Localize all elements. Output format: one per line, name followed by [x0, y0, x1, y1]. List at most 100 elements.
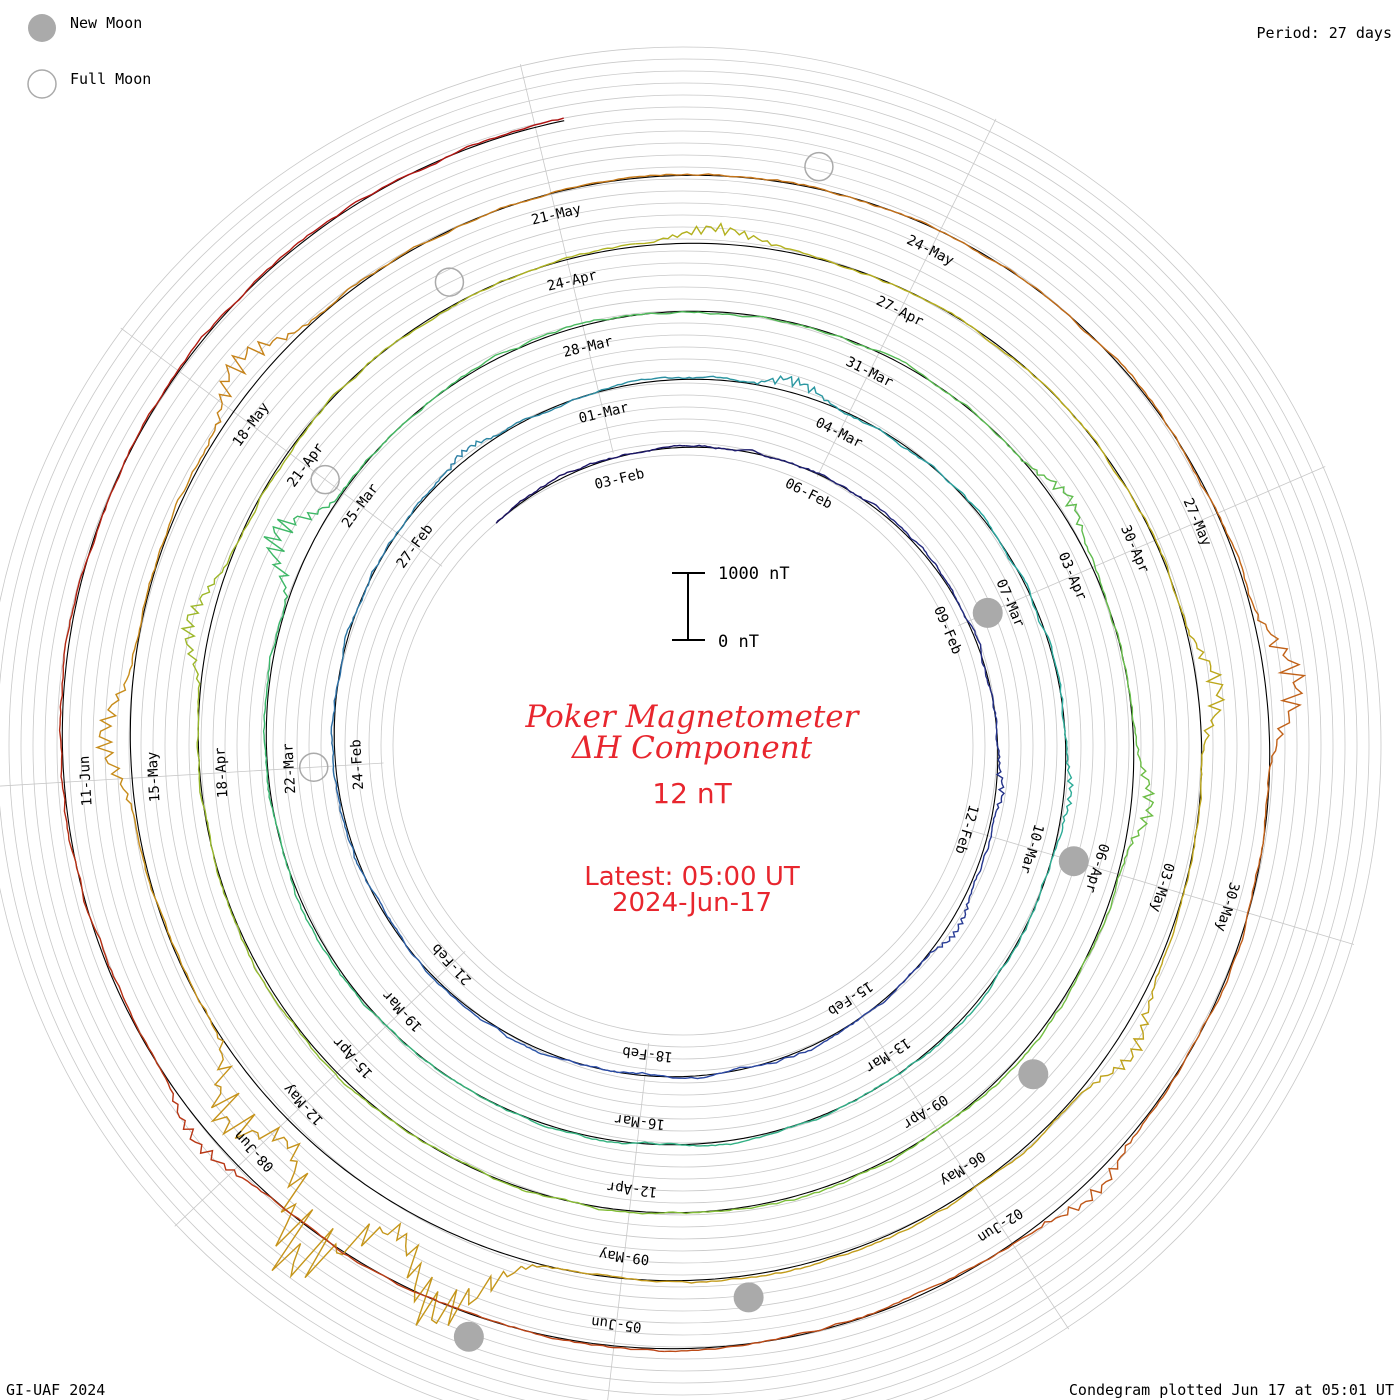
baseline-path — [61, 120, 1271, 1350]
trace-segment — [388, 444, 472, 544]
trace-segment — [1185, 455, 1280, 647]
latest-time: Latest: 05:00 UT — [584, 862, 800, 892]
grid-ring — [140, 202, 1226, 1288]
trace-segment — [376, 896, 450, 994]
trace-segment — [342, 543, 390, 660]
spiral-baseline — [61, 120, 1271, 1350]
trace-segment — [263, 475, 354, 609]
scale-bar-top-label: 1000 nT — [718, 564, 790, 584]
trace-segment — [901, 1051, 1029, 1155]
grid-ring — [128, 190, 1238, 1300]
date-tick-label: 06-Feb — [782, 476, 834, 513]
trace-segment — [1108, 753, 1156, 912]
trace-segment — [872, 1215, 1062, 1315]
date-tick-label: 09-Feb — [930, 604, 965, 657]
grid-ring — [20, 82, 1346, 1400]
trace-segment — [180, 547, 236, 716]
grid-ring — [272, 334, 1094, 1156]
moon-phase-markers — [298, 151, 1089, 1352]
trace-segment — [882, 918, 964, 1004]
trace-segment — [480, 173, 677, 218]
date-tick-label: 18-Apr — [212, 747, 231, 798]
date-tick-label: 24-May — [904, 232, 956, 269]
grid-ring — [68, 130, 1298, 1360]
latest-date: 2024-Jun-17 — [612, 888, 772, 918]
trace-segment — [1105, 597, 1140, 754]
trace-segment — [1155, 798, 1202, 978]
trace-segment — [716, 375, 843, 413]
date-tick-label: 12-Apr — [606, 1178, 658, 1200]
grid-ring — [188, 250, 1178, 1240]
grid-ring — [308, 370, 1058, 1120]
trace-segment — [950, 483, 1031, 592]
grid-ring — [344, 406, 1022, 1084]
trace-segment — [464, 319, 607, 376]
scale-bar: 1000 nT 0 nT — [672, 564, 790, 652]
grid-spoke — [174, 950, 466, 1227]
grid-ring — [356, 418, 1010, 1072]
trace-segment — [841, 411, 952, 485]
trace-segment — [352, 374, 466, 477]
trace-segment — [299, 1033, 428, 1145]
grid-ring — [284, 346, 1082, 1144]
trace-segment — [953, 595, 994, 699]
trace-segment — [158, 234, 309, 401]
trace-segment — [582, 444, 686, 468]
date-tick-label: 15-Apr — [330, 1034, 376, 1082]
trace-segment — [1103, 453, 1185, 617]
grid-spoke — [607, 1042, 650, 1400]
trace-segment — [770, 1074, 898, 1135]
grid-ring — [32, 94, 1334, 1396]
chart-subtitle: ΔH Component — [571, 730, 813, 766]
trace-segment — [666, 1058, 783, 1080]
trace-segment — [893, 1127, 1049, 1236]
date-tick-label: 24-Apr — [546, 267, 599, 294]
grid-spoke — [958, 466, 1326, 627]
grid-ring — [44, 106, 1322, 1384]
date-tick-label: 15-May — [145, 751, 164, 802]
new-moon-legend-label: New Moon — [70, 14, 142, 32]
grid-ring — [332, 394, 1034, 1096]
date-tick-label: 03-Apr — [1055, 550, 1090, 603]
trace-segment — [629, 1133, 771, 1147]
trace-segment — [606, 310, 759, 321]
trace-segment — [74, 399, 160, 604]
date-tick-label: 05-Jun — [590, 1313, 642, 1335]
grid-ring — [236, 298, 1130, 1192]
trace-segment — [1029, 590, 1064, 721]
trace-segment — [874, 205, 1054, 303]
date-tick-label: 28-Mar — [561, 334, 614, 361]
trace-segment — [234, 401, 329, 548]
full-moon-legend-icon — [27, 69, 57, 99]
grid-spoke — [0, 762, 384, 787]
trace-segment — [812, 255, 976, 330]
grid-spoke — [120, 327, 443, 567]
date-tick-label: 12-May — [281, 1080, 327, 1128]
new-moon-marker — [1058, 846, 1089, 877]
grid-ring — [0, 58, 1370, 1400]
grid-ring — [212, 274, 1154, 1216]
chart-title: Poker Magnetometer — [525, 699, 861, 735]
trace-segment — [974, 328, 1105, 455]
grid-ring — [80, 142, 1286, 1348]
trace-segment — [136, 1027, 272, 1199]
new-moon-marker — [453, 1321, 484, 1352]
trace-segment — [685, 444, 790, 464]
trace-segment — [311, 216, 482, 321]
trace-segment — [960, 810, 998, 920]
trace-segment — [142, 859, 219, 1039]
grid-ring — [380, 442, 986, 1048]
trace-segment — [676, 173, 876, 207]
legend: New Moon Full Moon — [27, 14, 151, 99]
grid-spoke — [519, 64, 614, 454]
trace-segment — [94, 664, 144, 860]
trace-segment — [506, 117, 564, 135]
grid-ring — [320, 382, 1046, 1108]
grid-spoke — [847, 995, 1070, 1330]
date-tick-label: 27-Apr — [874, 293, 926, 330]
grid-ring — [224, 286, 1142, 1204]
trace-segment — [66, 822, 139, 1029]
trace-segment — [1052, 720, 1074, 856]
grid-ring — [152, 214, 1214, 1276]
grid-ring — [116, 178, 1250, 1312]
